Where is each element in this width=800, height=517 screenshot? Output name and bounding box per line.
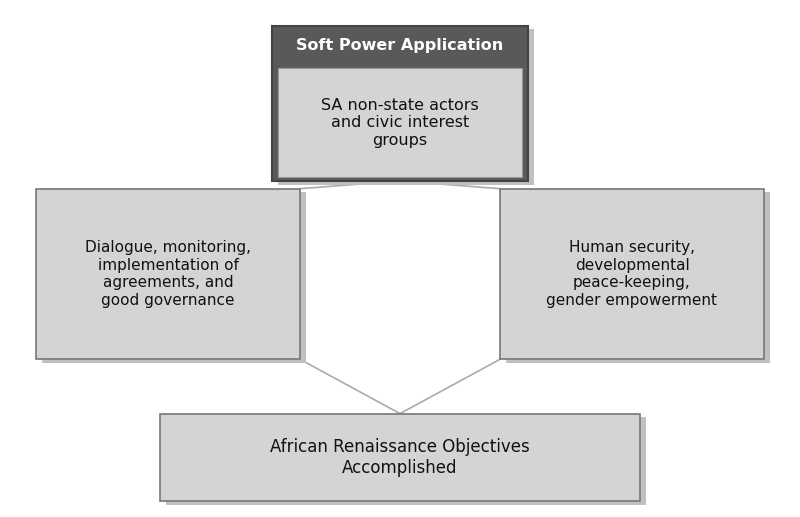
FancyBboxPatch shape <box>42 192 306 363</box>
Text: Human security,
developmental
peace-keeping,
gender empowerment: Human security, developmental peace-keep… <box>546 240 718 308</box>
Text: African Renaissance Objectives
Accomplished: African Renaissance Objectives Accomplis… <box>270 438 530 477</box>
FancyBboxPatch shape <box>278 29 534 185</box>
FancyBboxPatch shape <box>166 417 646 505</box>
Text: SA non-state actors
and civic interest
groups: SA non-state actors and civic interest g… <box>321 98 479 148</box>
Text: Dialogue, monitoring,
implementation of
agreements, and
good governance: Dialogue, monitoring, implementation of … <box>85 240 251 308</box>
FancyBboxPatch shape <box>506 192 770 363</box>
FancyBboxPatch shape <box>278 68 522 177</box>
FancyBboxPatch shape <box>500 189 764 359</box>
FancyBboxPatch shape <box>272 26 528 181</box>
Text: Soft Power Application: Soft Power Application <box>296 38 504 53</box>
FancyBboxPatch shape <box>36 189 300 359</box>
FancyBboxPatch shape <box>160 414 640 501</box>
